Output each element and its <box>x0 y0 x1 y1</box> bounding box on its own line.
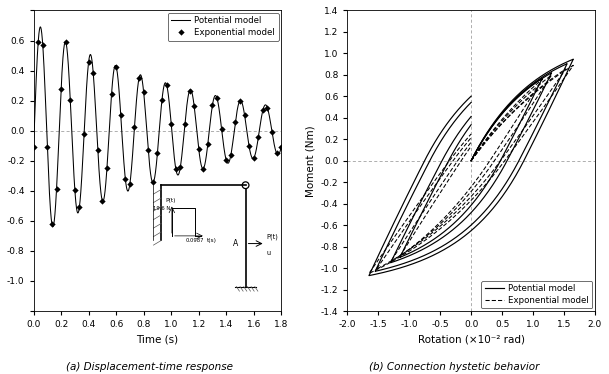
Exponential model <box>66 98 74 102</box>
Potential model <box>144 141 152 145</box>
Exponential model <box>259 108 267 113</box>
Line: Potential model: Potential model <box>33 27 281 227</box>
Exponential model <box>85 59 93 64</box>
Exponential model <box>35 40 42 44</box>
Text: (a) Displacement-time response: (a) Displacement-time response <box>66 362 233 372</box>
Y-axis label: Moment (Nm): Moment (Nm) <box>305 125 315 197</box>
Potential model <box>225 160 233 165</box>
Potential model <box>150 177 158 182</box>
Potential model <box>270 142 278 147</box>
Potential model <box>278 145 285 149</box>
Exponential model <box>30 145 37 149</box>
Legend: Potential model, Exponential model: Potential model, Exponential model <box>167 13 279 40</box>
Potential model <box>49 224 57 229</box>
Text: (b) Connection hystetic behavior: (b) Connection hystetic behavior <box>368 362 539 372</box>
Potential model <box>43 120 50 124</box>
Exponential model <box>48 222 55 226</box>
Line: Exponential model: Exponential model <box>32 40 283 226</box>
Exponential model <box>131 125 138 129</box>
Potential model <box>270 142 278 147</box>
Potential model <box>37 25 44 29</box>
Legend: Potential model, Exponential model: Potential model, Exponential model <box>482 281 593 309</box>
Exponential model <box>278 145 285 149</box>
Exponential model <box>99 198 106 203</box>
Exponential model <box>273 151 280 156</box>
Potential model <box>30 145 37 149</box>
X-axis label: Rotation (×10⁻² rad): Rotation (×10⁻² rad) <box>418 335 524 344</box>
X-axis label: Time (s): Time (s) <box>136 335 178 344</box>
